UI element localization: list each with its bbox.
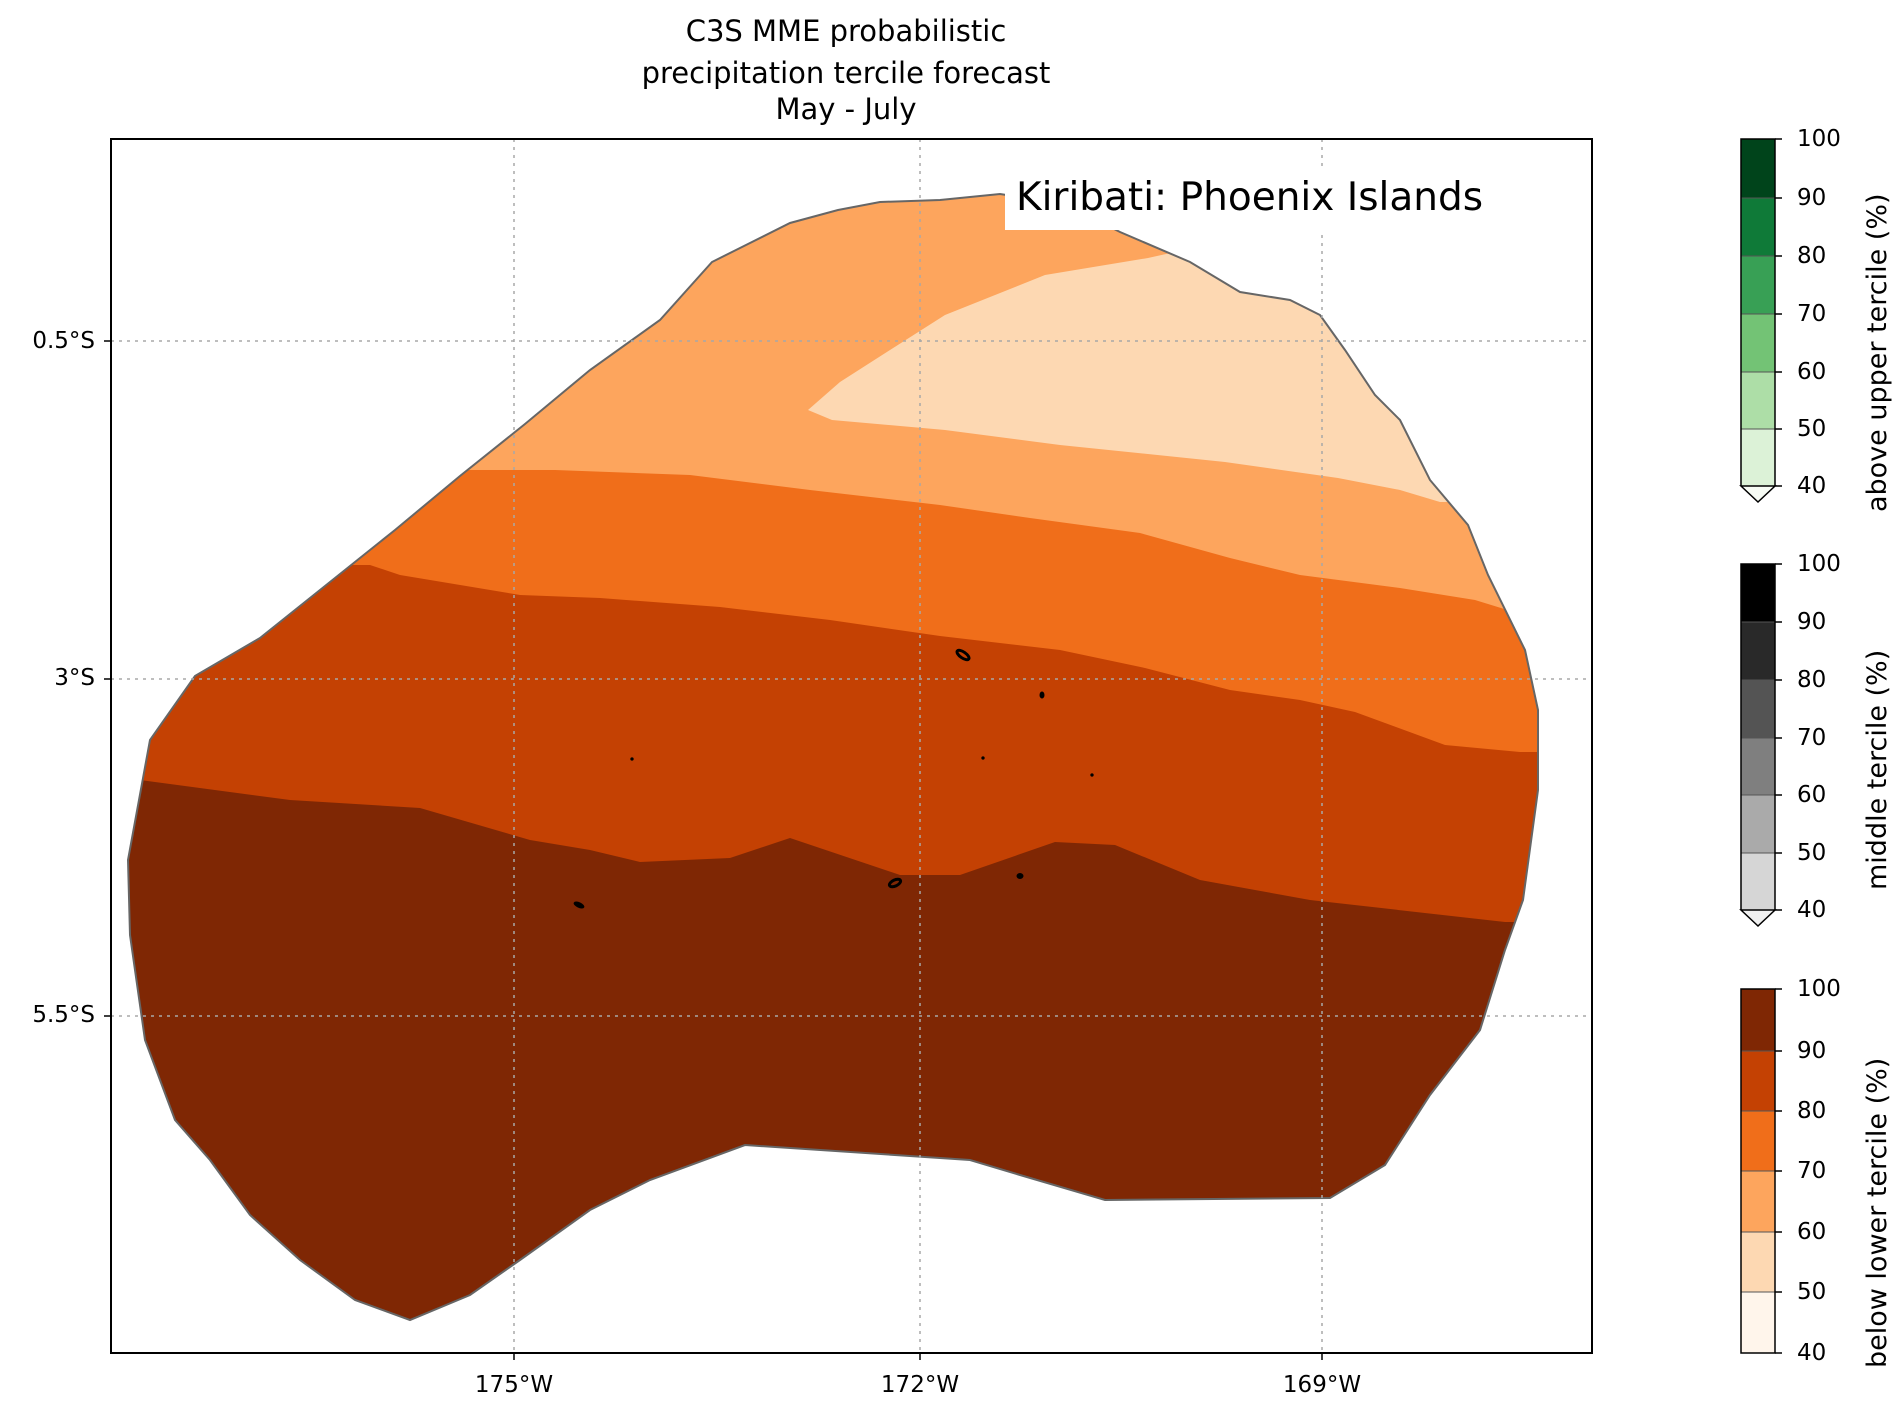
colorbar-tick: 90 <box>1797 1038 1827 1064</box>
colorbar-tick: 90 <box>1797 609 1827 635</box>
colorbar-tick: 40 <box>1797 897 1827 923</box>
region-label: Kiribati: Phoenix Islands <box>1016 175 1484 220</box>
title-line-1: C3S MME probabilistic <box>685 14 1007 48</box>
x-tick-label: 169°W <box>1282 1372 1362 1398</box>
colorbar-tick: 70 <box>1797 725 1827 751</box>
axes-frame <box>110 138 1593 1354</box>
y-tick-label: 0.5°S <box>32 328 95 354</box>
title-line-2: precipitation tercile forecast <box>641 56 1051 90</box>
colorbar-tick: 100 <box>1797 126 1841 152</box>
x-tick-label: 172°W <box>880 1372 960 1398</box>
colorbar-below-lower <box>1740 988 1782 1354</box>
colorbar-middle <box>1739 563 1782 928</box>
island-nikumaroro <box>887 877 903 889</box>
axis-ticks <box>104 340 1323 1360</box>
island-birnie <box>981 756 985 760</box>
island-orona <box>573 901 585 909</box>
colorbar-tick: 40 <box>1797 473 1827 499</box>
eez-outline <box>126 192 1539 1322</box>
title-line-3: May - July <box>775 92 917 126</box>
colorbar-tick: 80 <box>1797 243 1827 269</box>
y-tick-label: 5.5°S <box>32 1002 95 1028</box>
colorbar-tick: 60 <box>1797 782 1827 808</box>
island-mckean <box>630 757 634 761</box>
colorbar-tick: 80 <box>1797 1098 1827 1124</box>
y-tick-label: 3°S <box>54 665 95 691</box>
region-label-box <box>1005 168 1525 230</box>
colorbar-tick: 70 <box>1797 1158 1827 1184</box>
colorbar-tick: 70 <box>1797 301 1827 327</box>
island-rawaki <box>1090 773 1094 777</box>
colorbar-tick: 50 <box>1797 1279 1827 1305</box>
colorbar-tick: 60 <box>1797 1219 1827 1245</box>
colorbar-tick: 60 <box>1797 359 1827 385</box>
colorbar-tick: 50 <box>1797 416 1827 442</box>
x-tick-label: 175°W <box>474 1372 554 1398</box>
island-enderbury <box>1039 691 1045 699</box>
colorbar-title-above-upper: above upper tercile (%) <box>1862 193 1893 512</box>
colorbar-tick: 90 <box>1797 185 1827 211</box>
islands <box>573 648 1094 909</box>
colorbar-tick: 80 <box>1797 667 1827 693</box>
colorbar-tick: 100 <box>1797 976 1841 1002</box>
gridlines <box>111 139 1592 1353</box>
colorbar-tick: 40 <box>1797 1340 1827 1366</box>
colorbar-title-middle: middle tercile (%) <box>1862 649 1893 890</box>
island-kanton <box>955 648 971 662</box>
colorbar-above-upper <box>1739 138 1782 504</box>
colorbar-tick: 100 <box>1797 551 1841 577</box>
colorbar-tick: 50 <box>1797 840 1827 866</box>
island-manra <box>1016 873 1024 879</box>
colorbar-title-below-lower: below lower tercile (%) <box>1862 1057 1893 1368</box>
